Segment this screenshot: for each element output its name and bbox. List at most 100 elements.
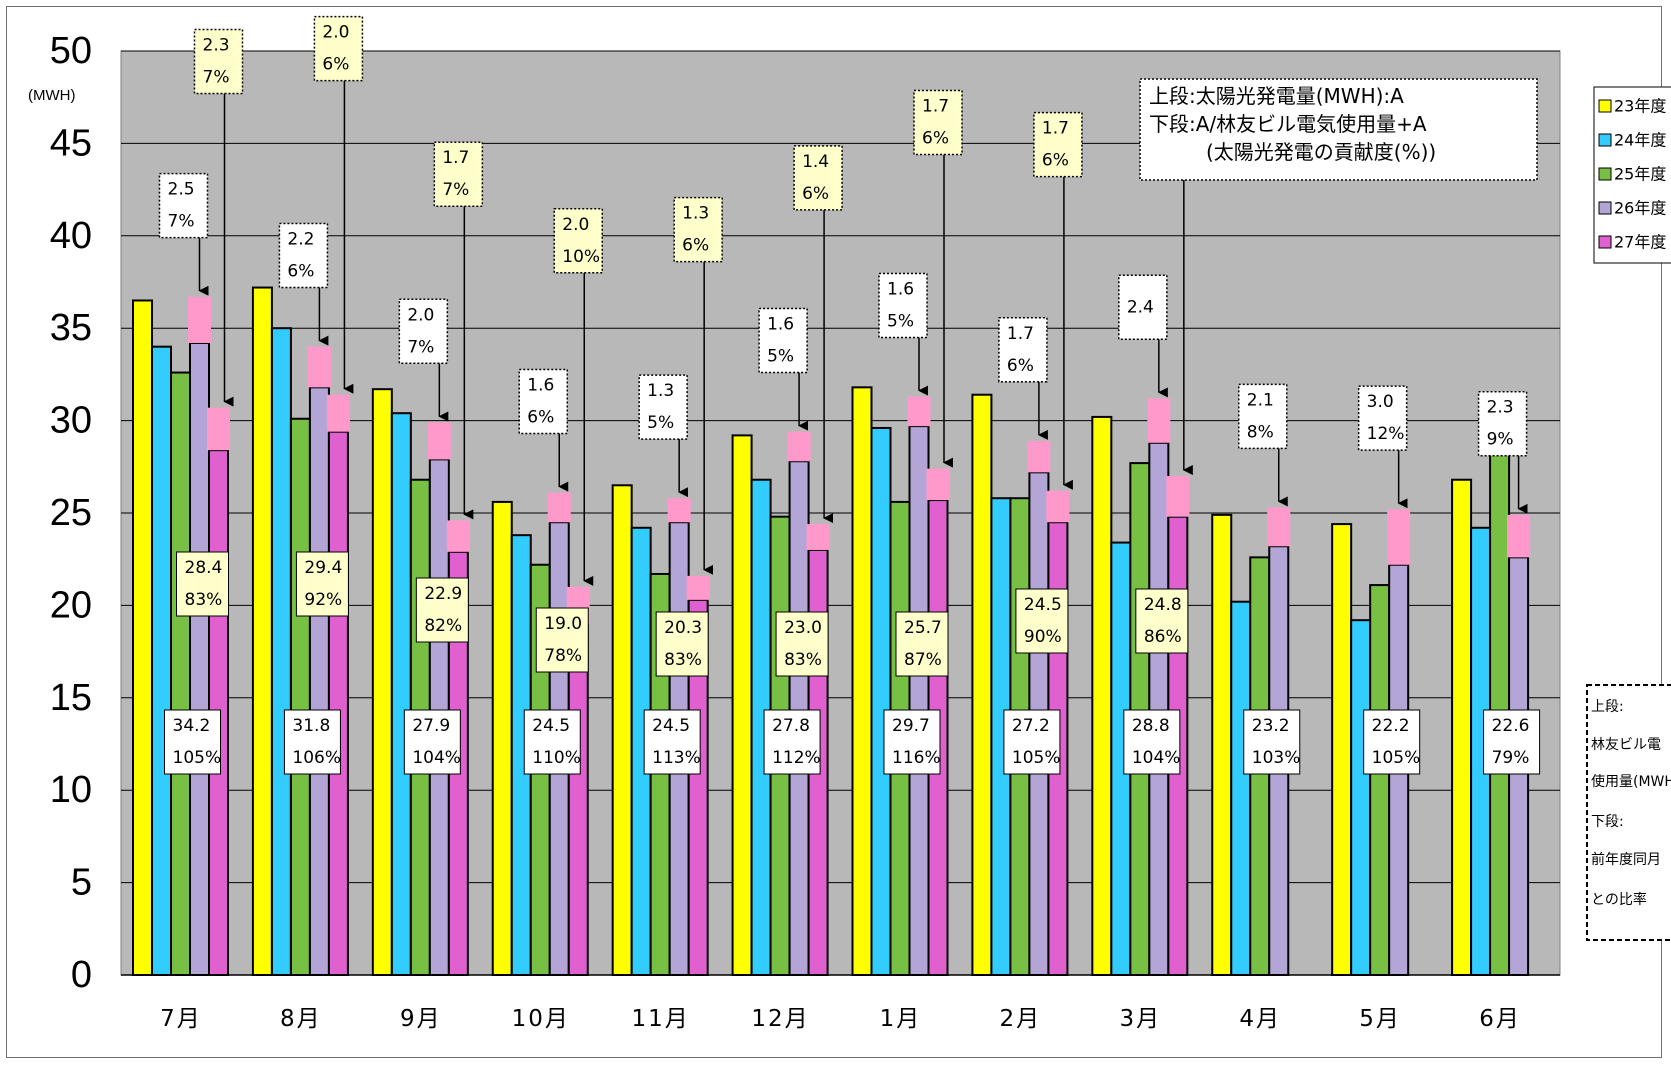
label-fy26-usage-8-box — [1123, 709, 1181, 775]
y-tick-label-5: 25 — [50, 492, 92, 534]
label-fy27-solar-2-line-0: 1.7 — [442, 148, 469, 168]
bar-25年度-5月 — [1369, 584, 1391, 977]
label-fy27-usage-2-line-1: 82% — [424, 616, 462, 636]
label-fy26-solar-3-box — [518, 368, 568, 435]
side-note-line-4: 下段: — [1591, 814, 1624, 830]
x-category-7: 2月 — [1000, 1006, 1042, 1032]
x-category-1: 8月 — [280, 1006, 322, 1032]
y-axis-unit: (MWH) — [28, 87, 75, 104]
label-fy27-usage-8-line-1: 86% — [1144, 627, 1182, 647]
label-fy27-usage-3-line-1: 78% — [544, 646, 582, 666]
label-fy27-usage-1-line-0: 29.4 — [304, 558, 342, 578]
label-fy26-solar-9: 2.1 8% — [1238, 383, 1288, 450]
label-fy27-solar-5-box — [793, 145, 843, 211]
label-fy26-usage-0: 34.2 105% — [164, 709, 221, 775]
label-fy26-usage-10-line-1: 105% — [1372, 748, 1421, 768]
label-fy26-solar-9-line-0: 2.1 — [1247, 390, 1274, 410]
label-fy26-solar-1: 2.2 6% — [278, 222, 329, 289]
label-fy26-usage-10-line-0: 22.2 — [1372, 716, 1410, 736]
label-fy27-solar-5-line-1: 6% — [802, 184, 829, 204]
x-category-9: 4月 — [1239, 1006, 1281, 1032]
label-fy27-usage-1: 29.4 92% — [295, 551, 349, 617]
label-fy26-solar-8-box — [1118, 274, 1168, 341]
label-fy26-usage-11-line-0: 22.6 — [1492, 716, 1530, 736]
label-fy26-solar-6-line-1: 5% — [887, 311, 914, 331]
label-fy26-solar-7-line-0: 1.7 — [1007, 324, 1034, 344]
label-fy26-solar-2-box — [398, 298, 449, 365]
label-fy26-solar-1-box — [278, 222, 329, 289]
x-category-6: 1月 — [880, 1006, 922, 1032]
label-fy27-solar-6: 1.7 6% — [913, 89, 963, 156]
label-fy27-usage-7-box — [1015, 588, 1069, 654]
label-fy26-solar-0-line-0: 2.5 — [168, 180, 195, 200]
label-fy26-solar-6-box — [878, 272, 928, 339]
label-fy26-usage-7-line-0: 27.2 — [1012, 716, 1050, 736]
label-fy26-usage-1: 31.8 106% — [283, 709, 341, 775]
label-fy27-usage-7-line-0: 24.5 — [1024, 595, 1062, 615]
label-fy27-usage-4-line-1: 83% — [664, 650, 702, 670]
chart-frame — [6, 6, 1662, 1058]
side-note-line-2: 林友ビル電 — [1591, 737, 1661, 753]
label-fy26-usage-10-box — [1363, 709, 1421, 775]
label-fy27-solar-2-box — [433, 141, 484, 207]
label-fy26-usage-0-line-0: 34.2 — [173, 716, 211, 736]
label-fy26-usage-1-line-1: 106% — [292, 748, 341, 768]
bar-23年度-11月 — [611, 484, 633, 976]
y-tick-label-10: 50 — [50, 30, 92, 72]
label-fy27-solar-1-line-0: 2.0 — [322, 23, 349, 43]
label-fy27-usage-5: 23.0 83% — [775, 611, 829, 677]
label-fy27-solar-3-line-1: 10% — [562, 247, 600, 267]
bar-24年度-5月 — [1350, 619, 1372, 977]
label-fy26-solar-4-line-0: 1.3 — [647, 381, 674, 401]
side-note-box: 上段: 林友ビル電 使用量(MWH 下段: 前年度同月 との比率 — [1586, 684, 1671, 941]
bar-24年度-9月 — [390, 412, 412, 976]
y-axis-ticks: 0 5 10 15 20 25 30 35 40 45 50 — [50, 30, 92, 996]
label-fy26-solar-10-line-1: 12% — [1367, 424, 1405, 444]
solar-segment-27年度-7月 — [207, 407, 230, 451]
bar-23年度-7月 — [132, 299, 153, 977]
label-fy27-solar-3-line-0: 2.0 — [562, 215, 589, 235]
y-tick-label-8: 40 — [50, 215, 92, 257]
label-fy27-solar-4-line-0: 1.3 — [682, 204, 709, 224]
label-fy27-usage-7-line-1: 90% — [1024, 627, 1062, 647]
label-fy27-solar-0-box — [193, 28, 244, 95]
legend-swatch-3 — [1598, 201, 1612, 215]
solar-segment-27年度-11月 — [686, 575, 710, 600]
bar-24年度-4月 — [1230, 600, 1252, 976]
label-fy26-usage-3: 24.5 110% — [523, 709, 581, 775]
solar-segment-26年度-11月 — [667, 498, 691, 523]
label-fy26-usage-5-line-0: 27.8 — [772, 716, 810, 736]
label-fy26-solar-4-line-1: 5% — [647, 413, 674, 433]
x-category-4: 11月 — [631, 1006, 689, 1032]
label-fy26-solar-4-box — [638, 374, 688, 440]
bar-23年度-10月 — [491, 500, 513, 976]
y-tick-label-1: 5 — [71, 862, 92, 904]
label-fy27-usage-6-line-0: 25.7 — [904, 618, 942, 638]
label-fy27-solar-1: 2.0 6% — [313, 15, 364, 82]
bar-23年度-2月 — [971, 393, 993, 976]
label-fy26-usage-8: 28.8 104% — [1123, 709, 1181, 775]
solar-segment-26年度-9月 — [427, 422, 451, 460]
label-fy26-usage-7-line-1: 105% — [1012, 748, 1061, 768]
solar-segment-27年度-1月 — [926, 468, 950, 501]
label-fy27-solar-2: 1.7 7% — [433, 141, 484, 207]
label-fy26-solar-9-line-1: 8% — [1247, 422, 1274, 442]
label-fy27-usage-1-box — [295, 551, 349, 617]
label-fy26-usage-2-line-0: 27.9 — [412, 716, 450, 736]
label-fy27-solar-6-line-1: 6% — [922, 128, 949, 148]
side-note-line-6: との比率 — [1591, 891, 1647, 908]
side-note-line-3: 使用量(MWH — [1591, 773, 1671, 790]
bar-27年度-11月 — [687, 598, 709, 977]
label-fy26-usage-9-line-0: 23.2 — [1252, 716, 1290, 736]
bar-23年度-3月 — [1091, 415, 1113, 976]
note-box: 上段:太陽光発電量(MWH):A 下段:A/林友ビル電気使用量+A (太陽光発電… — [1139, 78, 1538, 181]
x-category-0: 7月 — [160, 1006, 202, 1032]
solar-segment-26年度-1月 — [907, 396, 931, 427]
label-fy26-solar-10-box — [1357, 385, 1408, 451]
label-fy27-solar-5: 1.4 6% — [793, 145, 843, 211]
y-tick-label-6: 30 — [50, 400, 92, 442]
label-fy26-usage-1-box — [283, 709, 341, 775]
legend-label-0: 23年度 — [1614, 97, 1666, 116]
label-fy26-usage-5: 27.8 112% — [763, 709, 821, 775]
